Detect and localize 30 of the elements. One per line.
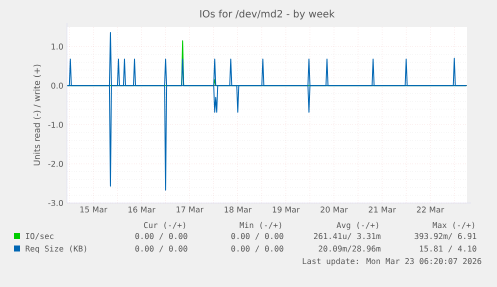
- x-tick-label: 18 Mar: [224, 206, 252, 213]
- text: Avg (-/+): [336, 222, 378, 230]
- text: 0.00 / 0.00: [135, 233, 188, 240]
- y-tick-label: -1.0: [48, 122, 63, 128]
- text: Last update: Mon Mar 23 06:20:07 2026: [302, 258, 482, 266]
- x-tick-label: 16 Mar: [128, 206, 156, 213]
- text: 0.00 / 0.00: [135, 246, 188, 252]
- y-tick-label: 1.0: [52, 44, 63, 50]
- text: 0.00 / 0.00: [231, 246, 284, 252]
- text: 261.41u/ 3.31m: [314, 233, 380, 240]
- text: 0.00 / 0.00: [231, 233, 284, 240]
- text: 393.92m/ 6.91: [414, 233, 476, 240]
- y-tick-label: -3.0: [48, 200, 63, 206]
- y-tick-label: 0.0: [51, 82, 63, 89]
- legend-label: IO/sec: [26, 233, 54, 240]
- x-tick-label: 20 Mar: [320, 206, 348, 213]
- x-tick-label: 17 Mar: [176, 206, 204, 212]
- text: Max (-/+): [432, 222, 474, 230]
- x-tick-label: 15 Mar: [80, 206, 108, 212]
- text: Min (-/+): [240, 222, 282, 230]
- x-tick-label: 21 Mar: [368, 206, 396, 213]
- text: Cur (-/+): [144, 222, 186, 230]
- text: 20.09m/28.96m: [318, 246, 380, 252]
- x-tick-label: 19 Mar: [272, 206, 300, 213]
- text: 15.81 / 4.10: [420, 246, 476, 252]
- y-tick-label: -2.0: [48, 160, 63, 167]
- legend-label: Req Size (KB): [26, 245, 86, 254]
- chart-title: IOs for /dev/md2 - by week: [200, 10, 335, 20]
- x-tick-label: 22 Mar: [416, 206, 444, 213]
- y-axis-title: Units read (-) / write (+): [33, 64, 41, 166]
